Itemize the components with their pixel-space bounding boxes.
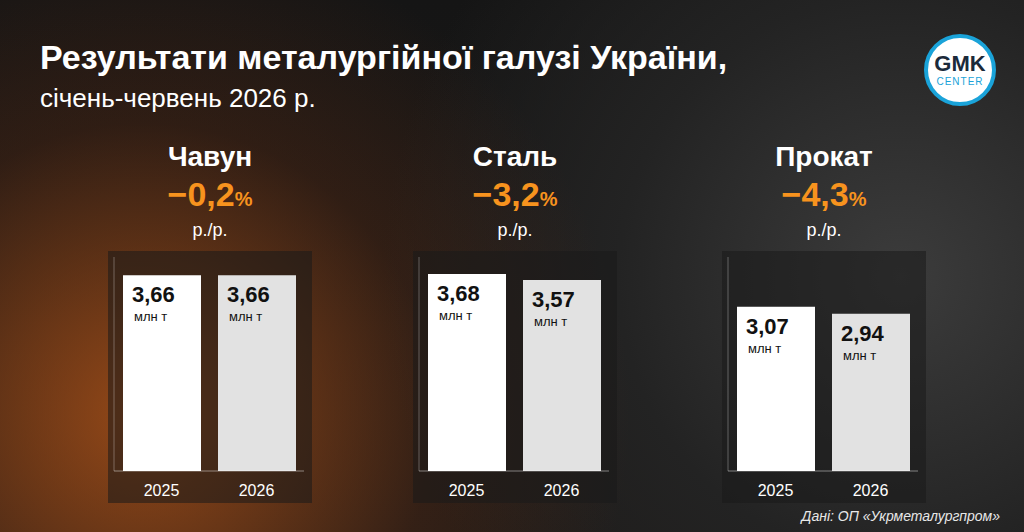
html-text:−0,2%: −0,2% (167, 175, 253, 213)
svg-text:млн т: млн т (534, 314, 567, 329)
html-text:р./р.: р./р. (192, 220, 228, 240)
svg-text:3,68: 3,68 (437, 281, 480, 306)
html-text:січень-червень 2026 р.: січень-червень 2026 р. (40, 83, 316, 113)
html-text:р./р.: р./р. (497, 220, 533, 240)
svg-text:2026: 2026 (853, 482, 889, 499)
svg-text:2,94: 2,94 (841, 321, 885, 346)
html-text:−4,3%: −4,3% (781, 175, 867, 213)
html-text:−3,2%: −3,2% (472, 175, 558, 213)
svg-text:3,07: 3,07 (746, 314, 789, 339)
html-text:Прокат: Прокат (775, 141, 873, 172)
svg-text:млн т: млн т (843, 348, 876, 363)
svg-text:млн т: млн т (229, 309, 262, 324)
svg-text:2026: 2026 (239, 482, 275, 499)
svg-text:млн т: млн т (439, 308, 472, 323)
svg-text:3,66: 3,66 (227, 282, 270, 307)
html-text:Чавун: Чавун (167, 141, 253, 172)
svg-text:2025: 2025 (758, 482, 794, 499)
html-text:р./р.: р./р. (806, 220, 842, 240)
svg-text:млн т: млн т (134, 309, 167, 324)
svg-text:2025: 2025 (449, 482, 485, 499)
html-text:Сталь: Сталь (472, 141, 558, 172)
html-text:GMK: GMK (934, 51, 986, 76)
svg-text:3,66: 3,66 (132, 282, 175, 307)
svg-text:3,57: 3,57 (532, 287, 575, 312)
html-text:Результати металургійної галуз: Результати металургійної галузі України, (40, 38, 728, 76)
html-text:CENTER: CENTER (936, 76, 984, 87)
html-text:Дані: ОП «Укрметалургпром»: Дані: ОП «Укрметалургпром» (801, 508, 1000, 524)
svg-text:млн т: млн т (748, 341, 781, 356)
svg-text:2026: 2026 (544, 482, 580, 499)
svg-text:2025: 2025 (144, 482, 180, 499)
